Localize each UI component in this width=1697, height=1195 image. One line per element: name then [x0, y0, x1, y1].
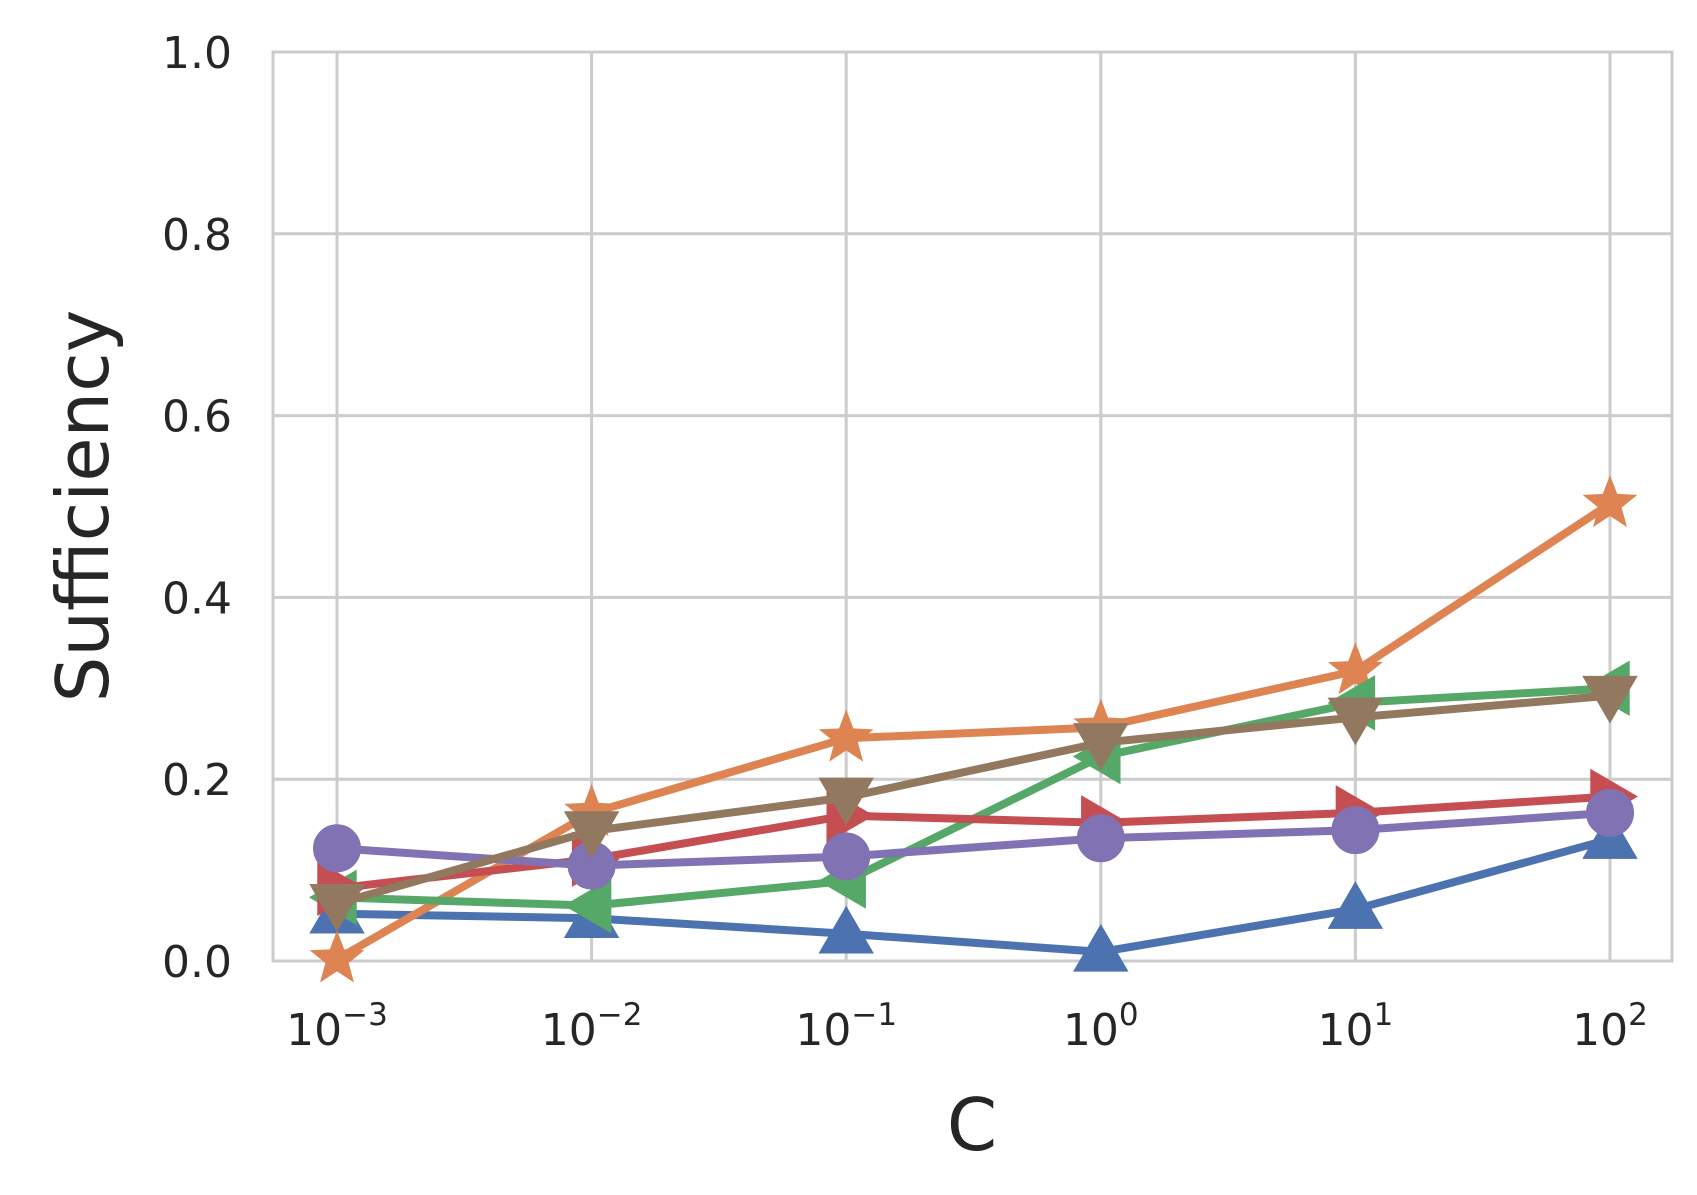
y-tick-label: 0.6 [162, 392, 232, 443]
x-tick-label: 101 [1318, 997, 1394, 1056]
data-point-triangle-down [818, 777, 874, 826]
data-point-triangle-down [309, 884, 365, 932]
plot-frame [271, 50, 1674, 963]
data-point-triangle-up [818, 905, 874, 954]
x-tick-label: 102 [1572, 997, 1648, 1056]
data-point-star [1582, 474, 1638, 528]
grid-lines [273, 50, 1672, 963]
y-tick-label: 0.8 [162, 210, 232, 261]
x-tick-label: 100 [1063, 997, 1139, 1056]
data-point-circle [1586, 788, 1634, 837]
x-tick-label: 10−3 [286, 997, 388, 1056]
y-tick-label: 0.4 [162, 573, 232, 624]
y-tick-labels: 0.0 0.2 0.4 0.6 0.8 1.0 [162, 28, 232, 988]
data-point-star [818, 709, 874, 762]
data-point-triangle-left [563, 877, 612, 934]
data-point-circle [313, 824, 361, 873]
series-circle [313, 788, 1634, 890]
series-line-star [333, 499, 1614, 964]
series-triangle-down [309, 675, 1638, 932]
data-point-star [1328, 642, 1383, 695]
series-line-circle [333, 808, 1614, 870]
data-point-circle [822, 832, 871, 881]
data-point-triangle-down [1327, 697, 1384, 746]
y-tick-label: 0.0 [162, 937, 232, 988]
x-tick-label: 10−1 [795, 997, 897, 1056]
x-axis-label: C [947, 1083, 997, 1167]
y-tick-label: 0.2 [162, 755, 232, 806]
data-point-star [309, 930, 365, 983]
y-axis-label: Sufficiency [41, 310, 125, 703]
data-point-circle [1331, 806, 1380, 855]
x-tick-label: 10−2 [541, 997, 643, 1056]
data-point-triangle-down [563, 811, 620, 860]
series-line-triangle-down [333, 691, 1614, 908]
data-series [309, 474, 1638, 983]
data-point-triangle-up [1073, 923, 1129, 972]
data-point-triangle-down [1582, 675, 1638, 724]
data-point-triangle-up [1327, 881, 1384, 929]
data-point-circle [1076, 814, 1125, 863]
series-line-triangle-up [333, 835, 1614, 956]
y-tick-label: 1.0 [162, 28, 232, 79]
x-tick-labels: 10−3 10−2 10−1 100 101 102 [286, 997, 1648, 1056]
data-point-triangle-down [1073, 723, 1129, 771]
